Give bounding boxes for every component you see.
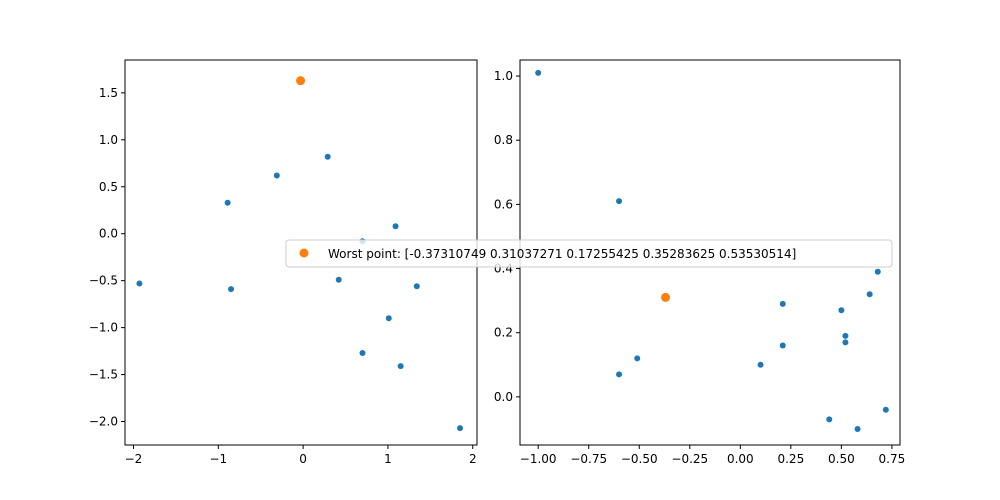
data-point bbox=[882, 406, 889, 413]
data-point bbox=[224, 199, 231, 206]
data-point bbox=[535, 69, 542, 76]
left-subplot: −2 −1 0 1 2 −2.0 −1.5 −1.0 −0.5 0.0 0.5 1.0 1.5 bbox=[89, 59, 478, 466]
x-tick-label: 0.75 bbox=[879, 452, 906, 466]
data-point bbox=[616, 371, 623, 378]
data-point bbox=[854, 425, 861, 432]
legend-frame bbox=[285, 239, 893, 268]
y-tick-label: 0.8 bbox=[494, 133, 513, 147]
data-point bbox=[616, 198, 623, 205]
data-point bbox=[842, 332, 849, 339]
data-point bbox=[397, 363, 404, 370]
y-tick-label: 0.5 bbox=[99, 180, 118, 194]
legend-label: Worst point: [-0.37310749 0.31037271 0.1… bbox=[328, 247, 796, 261]
worst-point bbox=[296, 76, 306, 86]
data-point bbox=[826, 416, 833, 423]
y-tick-label: 0.0 bbox=[99, 227, 118, 241]
data-point bbox=[779, 342, 786, 349]
legend-marker-worst bbox=[299, 248, 309, 258]
y-tick-label: 1.0 bbox=[494, 69, 513, 83]
worst-point bbox=[661, 292, 671, 302]
data-point bbox=[779, 300, 786, 307]
data-point bbox=[324, 153, 331, 160]
data-point bbox=[359, 349, 366, 356]
data-point bbox=[838, 307, 845, 314]
x-tick-label: 0 bbox=[299, 452, 307, 466]
y-tick-label: −0.5 bbox=[89, 274, 118, 288]
data-point bbox=[385, 315, 392, 322]
x-tick-label: −1.00 bbox=[520, 452, 557, 466]
data-point bbox=[392, 223, 399, 230]
y-tick-label: 1.0 bbox=[99, 133, 118, 147]
y-tick-label: 1.5 bbox=[99, 86, 118, 100]
data-point bbox=[757, 361, 764, 368]
x-tick-label: −0.75 bbox=[570, 452, 607, 466]
x-tick-label: 0.25 bbox=[777, 452, 804, 466]
data-point bbox=[842, 339, 849, 346]
x-tick-label: 2 bbox=[469, 452, 477, 466]
data-point bbox=[335, 276, 342, 283]
right-subplot: −1.00 −0.75 −0.50 −0.25 0.00 0.25 0.50 0.75 0.0 0… bbox=[494, 59, 906, 466]
y-tick-label: 0.6 bbox=[494, 197, 513, 211]
x-tick-label: 1 bbox=[384, 452, 392, 466]
data-point bbox=[136, 280, 143, 287]
x-tick-label: −0.25 bbox=[671, 452, 708, 466]
data-point bbox=[634, 355, 641, 362]
x-tick-label: 0.00 bbox=[727, 452, 754, 466]
data-point bbox=[866, 291, 873, 298]
x-tick-label: −1 bbox=[209, 452, 227, 466]
x-tick-label: −2 bbox=[125, 452, 143, 466]
data-point bbox=[457, 425, 464, 432]
data-point bbox=[874, 268, 881, 275]
y-tick-label: −1.0 bbox=[89, 321, 118, 335]
y-tick-label: 0.2 bbox=[494, 326, 513, 340]
legend: Worst point: [-0.37310749 0.31037271 0.1… bbox=[285, 239, 893, 268]
data-point bbox=[413, 283, 420, 290]
y-tick-label: −1.5 bbox=[89, 368, 118, 382]
data-point bbox=[228, 286, 235, 293]
y-tick-label: 0.0 bbox=[494, 390, 513, 404]
x-tick-label: −0.50 bbox=[621, 452, 658, 466]
x-tick-label: 0.50 bbox=[828, 452, 855, 466]
y-tick-label: −2.0 bbox=[89, 415, 118, 429]
data-point bbox=[273, 172, 280, 179]
